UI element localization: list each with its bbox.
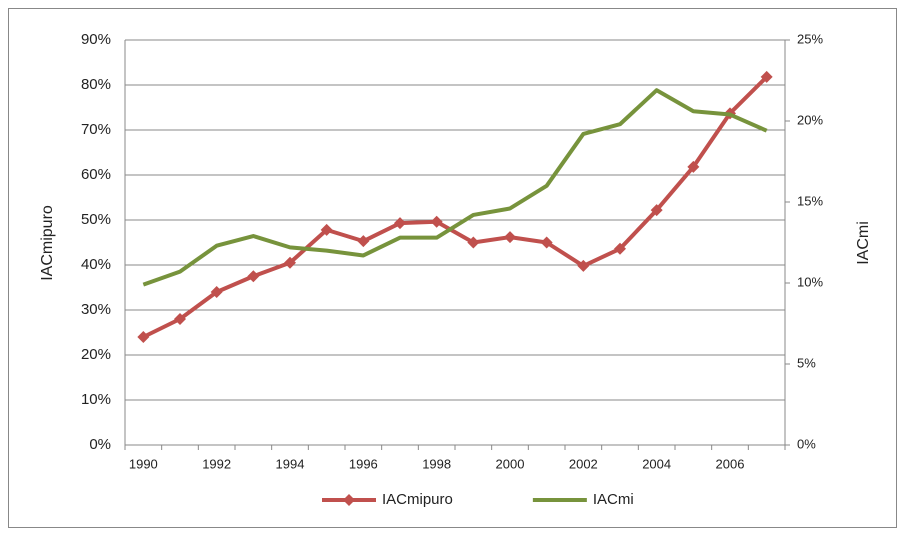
chart-frame — [8, 8, 897, 528]
y2-tick-label: 5% — [797, 355, 816, 370]
marker — [650, 204, 663, 217]
marker — [540, 236, 553, 249]
marker — [760, 70, 773, 83]
y2-tick-label: 15% — [797, 193, 823, 208]
y-tick-label: 20% — [81, 346, 111, 363]
x-tick-label: 2004 — [642, 456, 671, 471]
y-tick-label: 60% — [81, 166, 111, 183]
x-tick-label: 1994 — [276, 456, 305, 471]
series-line — [142, 75, 769, 339]
marker — [174, 313, 186, 325]
y2-axis-title: IACmi — [855, 221, 872, 265]
marker — [614, 242, 626, 255]
y2-tick-label: 20% — [797, 112, 823, 127]
y-tick-label: 30% — [81, 301, 111, 318]
marker — [430, 215, 443, 228]
x-tick-label: 2002 — [569, 456, 598, 471]
y-axis-title: IACmipuro — [39, 205, 56, 281]
legend-label: IACmipuro — [382, 491, 453, 508]
marker — [467, 236, 480, 249]
y-tick-label: 40% — [81, 256, 111, 273]
y-tick-label: 80% — [81, 76, 111, 93]
x-tick-label: 1990 — [129, 456, 158, 471]
y-tick-label: 10% — [81, 391, 111, 408]
marker — [394, 217, 406, 230]
series-line — [142, 88, 768, 287]
x-tick-label: 2006 — [716, 456, 745, 471]
marker — [247, 270, 260, 283]
y2-tick-label: 10% — [797, 274, 823, 289]
marker — [357, 235, 370, 248]
x-tick-label: 1992 — [202, 456, 231, 471]
x-tick-label: 2000 — [496, 456, 525, 471]
y-tick-label: 90% — [81, 31, 111, 48]
marker — [504, 231, 516, 244]
marker — [687, 160, 700, 173]
x-tick-label: 1998 — [422, 456, 451, 471]
y2-tick-label: 0% — [797, 436, 816, 451]
y-tick-label: 50% — [81, 211, 111, 228]
marker — [210, 286, 223, 298]
marker — [320, 223, 333, 236]
y-tick-label: 0% — [89, 436, 111, 453]
x-tick-label: 1996 — [349, 456, 378, 471]
y2-tick-label: 25% — [797, 31, 823, 46]
legend-label: IACmi — [593, 491, 634, 508]
legend-marker — [343, 494, 355, 506]
marker — [284, 256, 296, 269]
marker — [577, 259, 590, 272]
y-tick-label: 70% — [81, 121, 111, 138]
marker — [137, 331, 150, 343]
